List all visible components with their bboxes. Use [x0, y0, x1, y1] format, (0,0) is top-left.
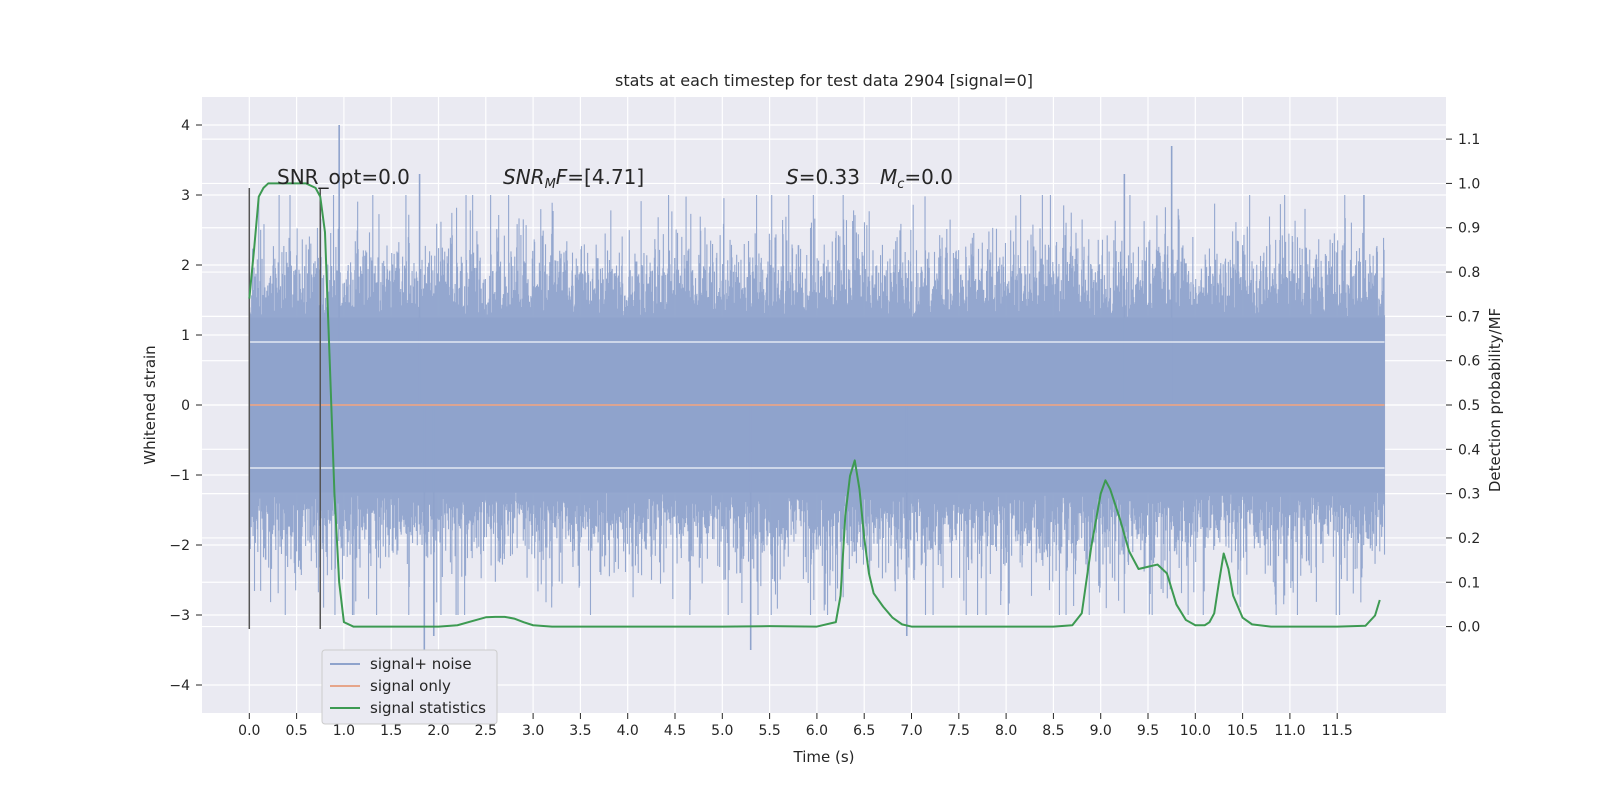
x-tick-label: 8.0 — [995, 723, 1017, 739]
signal-statistics-line — [248, 182, 1381, 628]
annotation-s: S=0.33 — [786, 165, 860, 189]
legend-box — [321, 649, 498, 725]
chart-title: stats at each timestep for test data 290… — [615, 71, 1033, 90]
y2-tick-label: 0.0 — [1458, 620, 1480, 636]
y2-tick-label: 0.4 — [1458, 442, 1480, 458]
annotation-snr-mf: SNRMF=[4.71] — [503, 165, 644, 192]
x-axis-ticks: 0.0 0.5 1.0 1.5 2.0 2.5 3.0 3.5 4.0 4.5 5.0 5.5 6.0 6… — [238, 713, 1353, 739]
y2-tick-label: 0.8 — [1458, 265, 1480, 281]
x-tick-label: 10.5 — [1227, 723, 1258, 739]
x-tick-label: 10.0 — [1180, 723, 1211, 739]
series-signal-statistics — [248, 182, 1381, 628]
annotation-snr-opt: SNR_opt=0.0 — [277, 165, 410, 189]
x-tick-label: 3.5 — [569, 723, 591, 739]
y2-tick-label: 0.3 — [1458, 487, 1480, 503]
x-tick-label: 5.0 — [711, 723, 733, 739]
y2-tick-label: 0.2 — [1458, 531, 1480, 547]
x-tick-label: 2.0 — [427, 723, 449, 739]
vertical-marker-lines — [248, 188, 322, 629]
y2-tick-label: 0.5 — [1458, 398, 1480, 414]
y2-tick-label: 1.0 — [1458, 176, 1480, 192]
annotation-snr-mf-label: SNR — [503, 165, 545, 189]
annotation-mc-value: =0.0 — [904, 165, 953, 189]
x-tick-label: 11.5 — [1322, 723, 1353, 739]
y-tick-label: −1 — [169, 468, 190, 484]
x-tick-label: 5.5 — [758, 723, 780, 739]
y-tick-label: −2 — [169, 538, 190, 554]
x-tick-label: 3.0 — [522, 723, 544, 739]
x-axis-label: Time (s) — [793, 748, 855, 766]
annotation-mc: Mc=0.0 — [880, 165, 953, 192]
y-tick-label: 0 — [181, 398, 190, 414]
annotation-mc-label: M — [880, 165, 897, 189]
x-tick-label: 9.5 — [1137, 723, 1159, 739]
y2-tick-label: 1.1 — [1458, 132, 1480, 148]
y-tick-label: −3 — [169, 608, 190, 624]
annotation-s-label: S — [786, 165, 799, 189]
x-tick-label: 6.5 — [853, 723, 875, 739]
y2-tick-label: 0.1 — [1458, 575, 1480, 591]
legend-label-signal-only: signal only — [370, 677, 451, 695]
y2-axis-ticks: 1.1 1.0 0.9 0.8 0.7 0.6 0.5 0.4 0.3 0.2 0.1 0.0 — [1446, 132, 1480, 636]
annotation-s-value: =0.33 — [799, 165, 860, 189]
y-tick-label: 1 — [181, 328, 190, 344]
x-tick-label: 4.5 — [664, 723, 686, 739]
x-tick-label: 1.5 — [380, 723, 402, 739]
legend-label-signal-statistics: signal statistics — [370, 699, 486, 717]
x-tick-label: 9.0 — [1090, 723, 1112, 739]
annotation-mc-sub: c — [897, 177, 904, 192]
y-axis-label: Whitened strain — [141, 345, 159, 464]
annotation-snr-mf-value: =[4.71] — [567, 165, 644, 189]
y-tick-label: 3 — [181, 188, 190, 204]
x-tick-label: 0.5 — [285, 723, 307, 739]
annotation-snr-mf-sub: M — [545, 177, 556, 192]
y-tick-label: 2 — [181, 258, 190, 274]
y2-tick-label: 0.7 — [1458, 309, 1480, 325]
x-tick-label: 0.0 — [238, 723, 260, 739]
y-tick-label: 4 — [181, 118, 190, 134]
x-tick-label: 4.0 — [617, 723, 639, 739]
x-tick-label: 7.5 — [948, 723, 970, 739]
x-tick-label: 7.0 — [900, 723, 922, 739]
x-tick-label: 6.0 — [806, 723, 828, 739]
x-tick-label: 2.5 — [475, 723, 497, 739]
x-tick-label: 1.0 — [333, 723, 355, 739]
legend-label-signal-noise: signal+ noise — [370, 655, 472, 673]
y-tick-label: −4 — [169, 678, 190, 694]
annotation-snr-mf-f: F — [556, 165, 568, 189]
y2-axis-label: Detection probability/MF — [1486, 308, 1504, 492]
y2-tick-label: 0.6 — [1458, 354, 1480, 370]
y-axis-ticks: 4 3 2 1 0 −1 −2 −3 −4 — [169, 118, 202, 694]
x-tick-label: 11.0 — [1274, 723, 1305, 739]
y2-tick-label: 0.9 — [1458, 221, 1480, 237]
legend: signal+ noise signal only signal statist… — [321, 649, 498, 725]
x-tick-label: 8.5 — [1042, 723, 1064, 739]
